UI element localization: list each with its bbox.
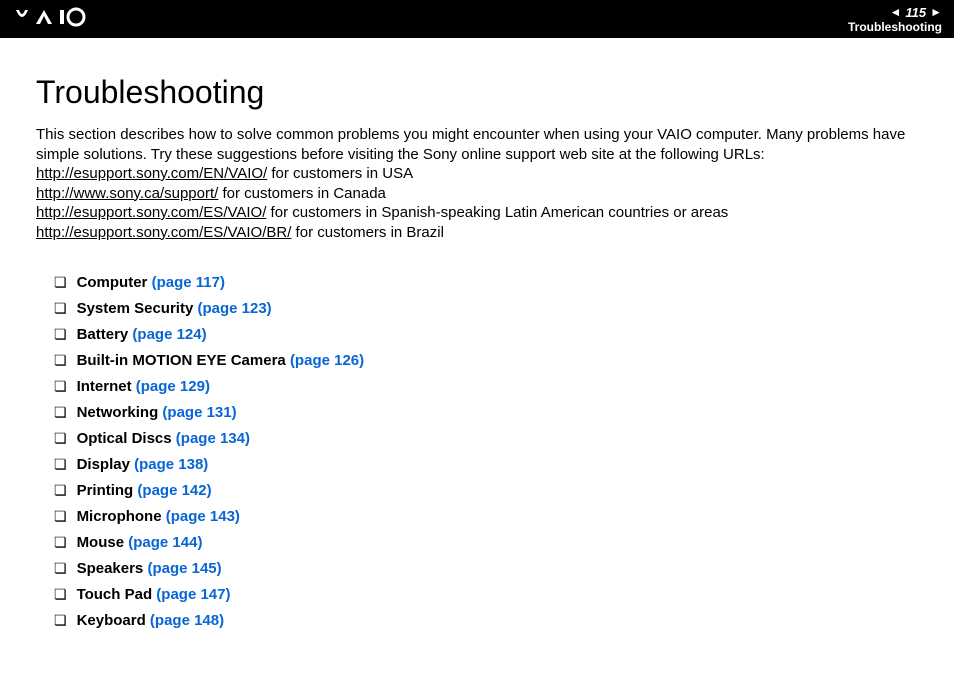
page-ref-link[interactable]: (page 123): [197, 300, 271, 317]
page-ref-link[interactable]: (page 147): [156, 586, 230, 603]
topic-label: Microphone (page 143): [77, 508, 240, 525]
bullet-icon: ❏: [54, 301, 67, 315]
page-content: Troubleshooting This section describes h…: [0, 38, 954, 629]
topic-label: Built-in MOTION EYE Camera (page 126): [77, 352, 365, 369]
page-ref-link[interactable]: (page 129): [136, 378, 210, 395]
topic-label: Touch Pad (page 147): [77, 586, 231, 603]
next-page-arrow[interactable]: ►: [930, 5, 942, 19]
bullet-icon: ❏: [54, 275, 67, 289]
support-link-row: http://esupport.sony.com/EN/VAIO/ for cu…: [36, 164, 924, 184]
topic-item-microphone: ❏ Microphone (page 143): [54, 508, 924, 525]
page-ref-link[interactable]: (page 143): [166, 508, 240, 525]
section-label: Troubleshooting: [848, 20, 942, 34]
document-header: ◄ 115 ► Troubleshooting: [0, 0, 954, 38]
page-number: 115: [905, 5, 926, 20]
bullet-icon: ❏: [54, 405, 67, 419]
topic-item-internet: ❏ Internet (page 129): [54, 378, 924, 395]
vaio-logo: [14, 6, 124, 33]
bullet-icon: ❏: [54, 483, 67, 497]
support-link-row: http://esupport.sony.com/ES/VAIO/BR/ for…: [36, 223, 924, 243]
page-ref-link[interactable]: (page 142): [137, 482, 211, 499]
topic-label: Speakers (page 145): [77, 560, 222, 577]
page-title: Troubleshooting: [36, 74, 924, 111]
topic-label: Printing (page 142): [77, 482, 212, 499]
page-ref-link[interactable]: (page 144): [128, 534, 202, 551]
bullet-icon: ❏: [54, 327, 67, 341]
prev-page-arrow[interactable]: ◄: [889, 5, 901, 19]
support-link-brazil[interactable]: http://esupport.sony.com/ES/VAIO/BR/: [36, 224, 291, 241]
topic-label: Mouse (page 144): [77, 534, 203, 551]
topic-list: ❏ Computer (page 117) ❏ System Security (p…: [36, 274, 924, 629]
page-ref-link[interactable]: (page 126): [290, 352, 364, 369]
page-ref-link[interactable]: (page 138): [134, 456, 208, 473]
topic-label: Computer (page 117): [77, 274, 225, 291]
support-link-usa[interactable]: http://esupport.sony.com/EN/VAIO/: [36, 165, 267, 182]
topic-item-printing: ❏ Printing (page 142): [54, 482, 924, 499]
page-ref-link[interactable]: (page 131): [162, 404, 236, 421]
topic-label: Battery (page 124): [77, 326, 207, 343]
support-link-canada[interactable]: http://www.sony.ca/support/: [36, 185, 218, 202]
bullet-icon: ❏: [54, 353, 67, 367]
topic-label: Keyboard (page 148): [77, 612, 225, 629]
bullet-icon: ❏: [54, 509, 67, 523]
bullet-icon: ❏: [54, 457, 67, 471]
support-link-latam[interactable]: http://esupport.sony.com/ES/VAIO/: [36, 204, 266, 221]
topic-label: Display (page 138): [77, 456, 209, 473]
bullet-icon: ❏: [54, 535, 67, 549]
topic-item-optical-discs: ❏ Optical Discs (page 134): [54, 430, 924, 447]
page-navigation: ◄ 115 ►: [889, 5, 942, 20]
topic-item-speakers: ❏ Speakers (page 145): [54, 560, 924, 577]
topic-item-battery: ❏ Battery (page 124): [54, 326, 924, 343]
bullet-icon: ❏: [54, 613, 67, 627]
page-ref-link[interactable]: (page 117): [152, 274, 225, 291]
topic-label: Internet (page 129): [77, 378, 210, 395]
bullet-icon: ❏: [54, 431, 67, 445]
support-link-row: http://www.sony.ca/support/ for customer…: [36, 184, 924, 204]
topic-label: Networking (page 131): [77, 404, 237, 421]
topic-label: Optical Discs (page 134): [77, 430, 250, 447]
support-suffix: for customers in Canada: [218, 185, 386, 202]
page-ref-link[interactable]: (page 124): [132, 326, 206, 343]
topic-label: System Security (page 123): [77, 300, 272, 317]
topic-item-display: ❏ Display (page 138): [54, 456, 924, 473]
topic-item-keyboard: ❏ Keyboard (page 148): [54, 612, 924, 629]
support-suffix: for customers in Brazil: [291, 224, 444, 241]
page-ref-link[interactable]: (page 145): [147, 560, 221, 577]
bullet-icon: ❏: [54, 379, 67, 393]
page-ref-link[interactable]: (page 134): [176, 430, 250, 447]
intro-text: This section describes how to solve comm…: [36, 125, 924, 164]
topic-item-system-security: ❏ System Security (page 123): [54, 300, 924, 317]
topic-item-computer: ❏ Computer (page 117): [54, 274, 924, 291]
topic-item-touch-pad: ❏ Touch Pad (page 147): [54, 586, 924, 603]
support-suffix: for customers in USA: [267, 165, 413, 182]
topic-item-mouse: ❏ Mouse (page 144): [54, 534, 924, 551]
topic-item-networking: ❏ Networking (page 131): [54, 404, 924, 421]
topic-item-camera: ❏ Built-in MOTION EYE Camera (page 126): [54, 352, 924, 369]
bullet-icon: ❏: [54, 561, 67, 575]
support-link-row: http://esupport.sony.com/ES/VAIO/ for cu…: [36, 203, 924, 223]
bullet-icon: ❏: [54, 587, 67, 601]
page-ref-link[interactable]: (page 148): [150, 612, 224, 629]
support-suffix: for customers in Spanish-speaking Latin …: [266, 204, 728, 221]
header-right: ◄ 115 ► Troubleshooting: [848, 5, 942, 34]
